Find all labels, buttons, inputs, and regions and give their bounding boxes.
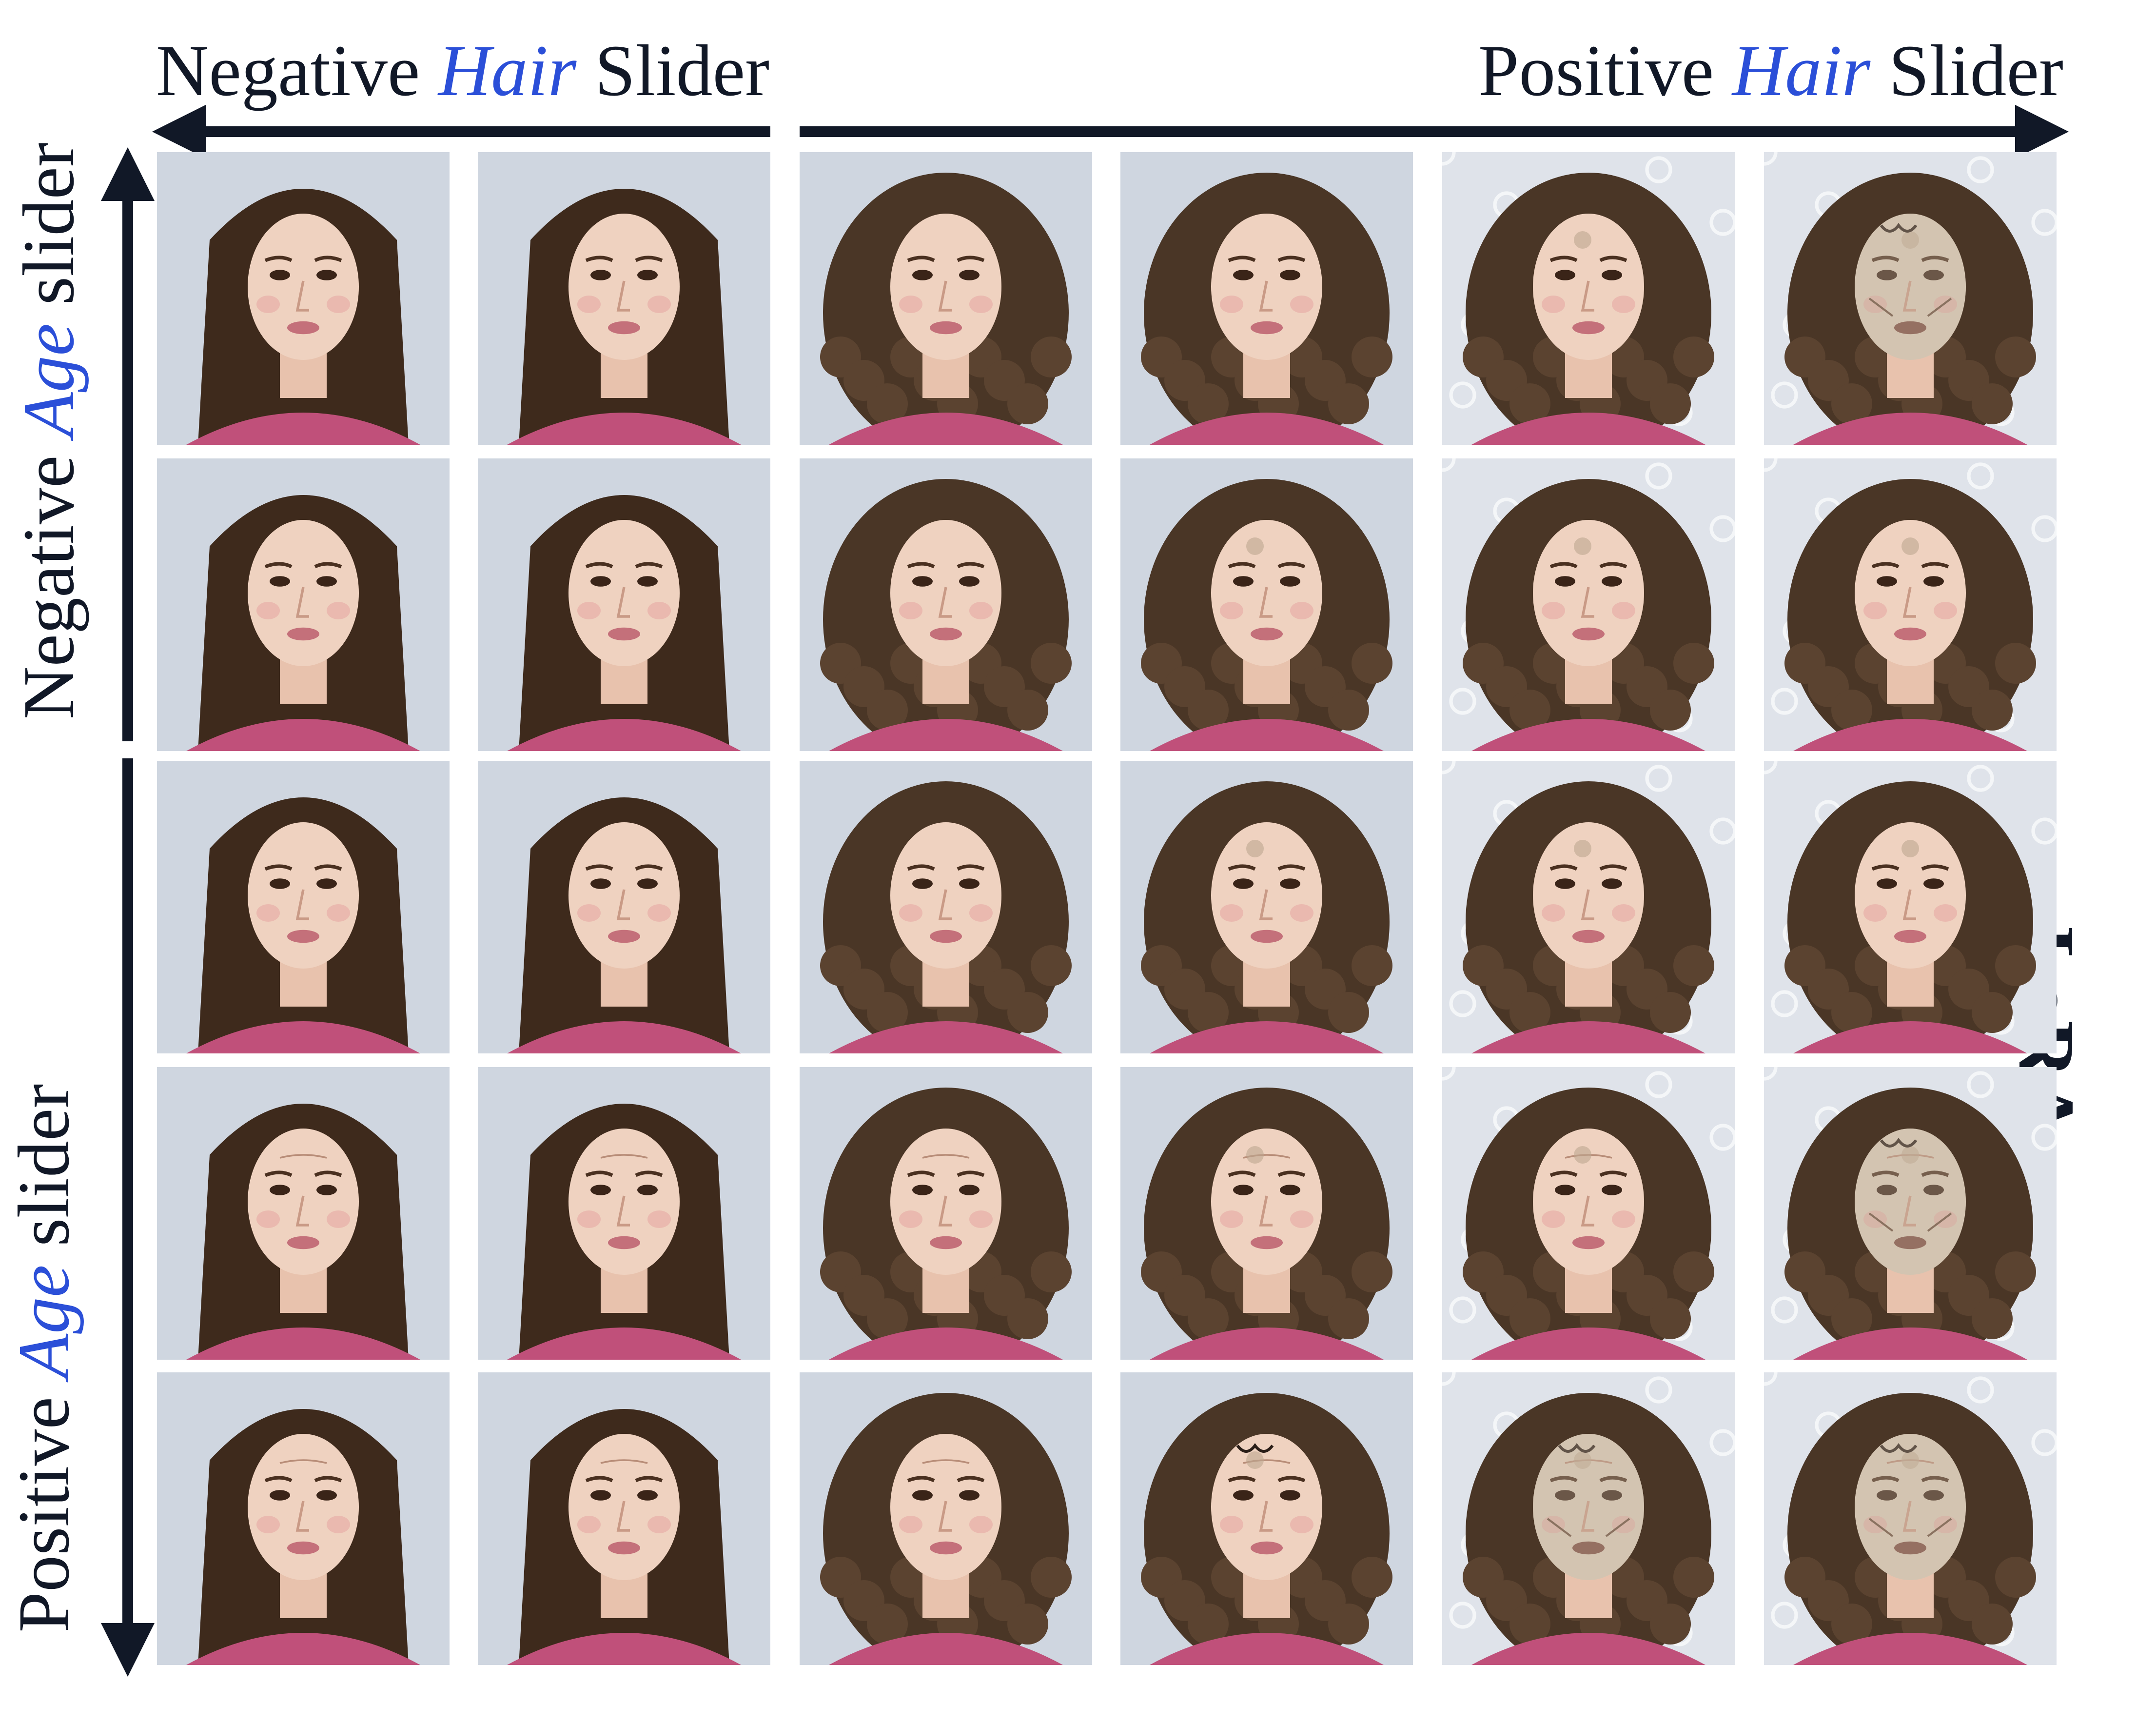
portrait-image — [1764, 458, 2057, 751]
negative-hair-keyword: Hair — [438, 30, 577, 111]
portrait-image — [478, 1067, 770, 1360]
portrait-image — [800, 458, 1092, 751]
portrait-image — [800, 1372, 1092, 1665]
negative-hair-prefix: Negative — [156, 30, 420, 111]
negative-hair-suffix: Slider — [594, 30, 770, 111]
portrait-image — [1120, 458, 1413, 751]
portrait-image — [1764, 152, 2057, 445]
portrait-image — [157, 1067, 450, 1360]
portrait-image — [800, 152, 1092, 445]
portrait-image — [1442, 458, 1735, 751]
portrait-image — [1442, 1067, 1735, 1360]
portrait-image — [478, 1372, 770, 1665]
portrait-image — [157, 152, 450, 445]
portrait-image — [478, 152, 770, 445]
portrait-image — [1442, 761, 1735, 1053]
positive-hair-keyword: Hair — [1732, 30, 1871, 111]
portrait-image — [478, 761, 770, 1053]
positive-hair-prefix: Positive — [1478, 30, 1714, 111]
portrait-image — [478, 458, 770, 751]
portrait-image — [157, 1372, 450, 1665]
negative-hair-slider-label: Negative Hair Slider — [156, 34, 769, 107]
positive-hair-suffix: Slider — [1888, 30, 2063, 111]
portrait-image — [157, 761, 450, 1053]
portrait-image — [800, 1067, 1092, 1360]
portrait-image — [1120, 152, 1413, 445]
portrait-image — [1442, 152, 1735, 445]
portrait-image — [1764, 761, 2057, 1053]
portrait-image — [1120, 761, 1413, 1053]
portrait-image — [1120, 1067, 1413, 1360]
positive-hair-slider-label: Positive Hair Slider — [1478, 34, 2063, 107]
portrait-image — [1764, 1067, 2057, 1360]
portrait-image — [157, 458, 450, 751]
portrait-image — [800, 761, 1092, 1053]
portrait-image — [1120, 1372, 1413, 1665]
portrait-image — [1764, 1372, 2057, 1665]
portrait-image — [1442, 1372, 1735, 1665]
